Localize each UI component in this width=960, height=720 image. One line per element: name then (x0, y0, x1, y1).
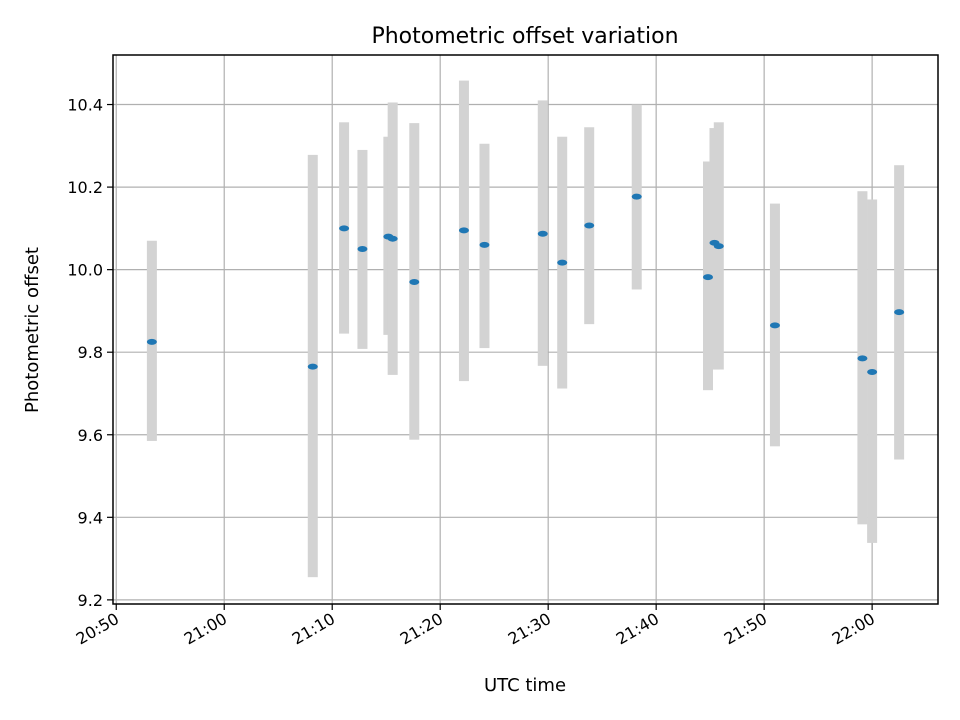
data-point (458, 227, 469, 234)
x-tick-label: 22:00 (829, 609, 878, 649)
x-tick-label: 21:20 (397, 609, 446, 649)
chart-title: Photometric offset variation (371, 24, 678, 49)
data-point (769, 322, 780, 329)
data-point (387, 235, 398, 242)
x-tick-label: 20:50 (73, 609, 122, 649)
data-point (357, 246, 368, 253)
x-axis-ticks: 20:50 21:00 21:10 21:20 21:30 21:40 21:50 22:00 (73, 604, 878, 649)
x-tick-label: 21:50 (721, 609, 770, 649)
data-point (584, 222, 595, 229)
y-tick-label: 9.4 (78, 508, 103, 527)
data-point (479, 241, 490, 248)
y-tick-label: 9.6 (78, 426, 103, 445)
error-bar-layer (146, 80, 905, 578)
x-tick-label: 21:30 (505, 609, 554, 649)
y-tick-label: 9.8 (78, 343, 103, 362)
data-point-layer (146, 193, 905, 376)
x-tick-label: 21:00 (181, 609, 230, 649)
data-point (557, 259, 568, 266)
data-point (894, 309, 905, 316)
y-tick-label: 10.4 (67, 96, 103, 115)
data-point (857, 355, 868, 362)
data-point (713, 243, 724, 250)
x-tick-label: 21:10 (289, 609, 338, 649)
data-point (537, 230, 548, 237)
data-point (339, 225, 350, 232)
y-tick-label: 10.2 (67, 178, 103, 197)
data-point (409, 279, 420, 286)
plot-area-frame (112, 54, 939, 605)
x-tick-label: 21:40 (613, 609, 662, 649)
data-point (307, 363, 318, 370)
data-point (702, 274, 713, 281)
y-axis-label: Photometric offset (22, 247, 43, 413)
x-axis-label: UTC time (484, 675, 566, 696)
grid-layer (113, 55, 938, 604)
data-point (631, 193, 642, 200)
data-point (146, 338, 157, 345)
y-tick-label: 10.0 (67, 261, 103, 280)
y-axis-ticks: 9.2 9.4 9.6 9.8 10.0 10.2 10.4 (67, 96, 113, 610)
data-point (867, 369, 878, 376)
y-tick-label: 9.2 (78, 591, 103, 610)
